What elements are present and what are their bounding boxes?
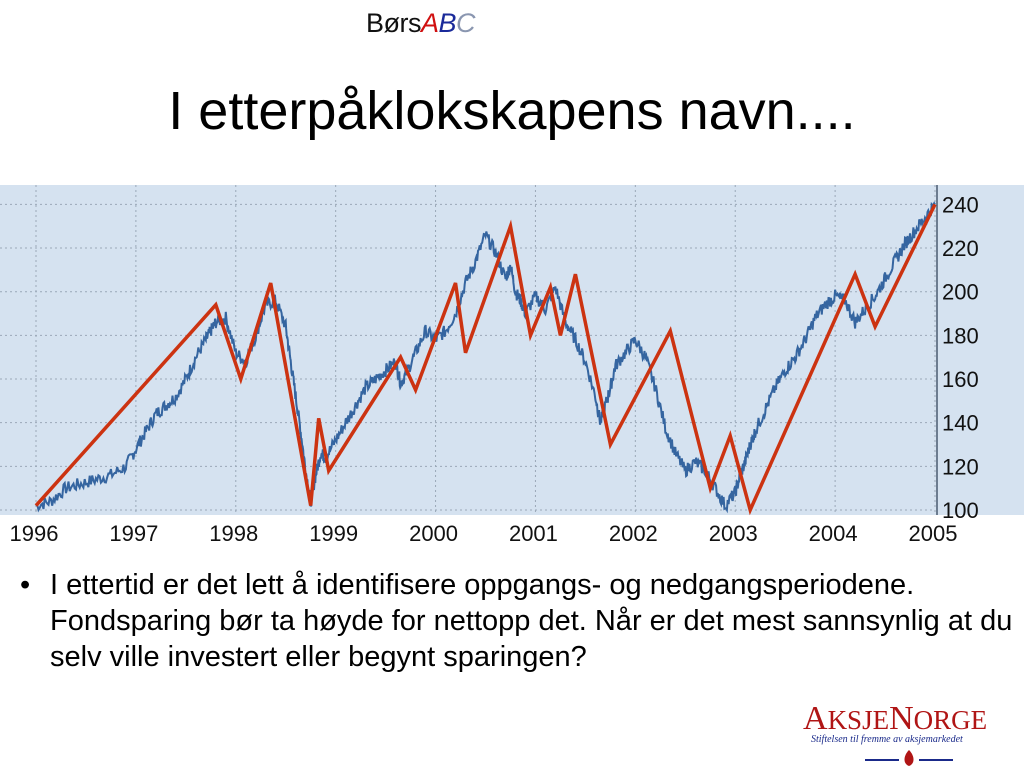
x-tick-label: 2000	[409, 521, 458, 545]
logo-part-ksje: KSJE	[827, 705, 890, 735]
bullet-dot: •	[20, 569, 31, 601]
logo-letter-a: A	[803, 700, 828, 737]
y-tick-label: 120	[942, 454, 979, 479]
trend-series	[34, 203, 937, 516]
y-tick-label: 220	[942, 236, 979, 261]
brand-letter-c: C	[456, 8, 476, 38]
y-tick-label: 160	[942, 367, 979, 392]
x-tick-label: 2002	[609, 521, 658, 545]
brand-letter-b: B	[438, 8, 457, 38]
brand-prefix: Børs	[366, 8, 422, 38]
x-tick-label: 1996	[10, 521, 59, 545]
y-tick-label: 180	[942, 323, 979, 348]
x-tick-label: 2004	[809, 521, 858, 545]
y-tick-label: 140	[942, 411, 979, 436]
logo-tagline: Stiftelsen til fremme av aksjemarkedet	[811, 734, 963, 745]
logo-wordmark: AKSJENORGE	[803, 700, 987, 738]
x-tick-label: 2001	[509, 521, 558, 545]
y-axis: 100 120 140 160 180 200 220 240	[936, 185, 979, 523]
logo-letter-n: N	[889, 700, 914, 737]
logo-part-orge: ORGE	[913, 705, 988, 735]
aksjenorge-logo: AKSJENORGE Stiftelsen til fremme av aksj…	[803, 700, 1023, 768]
x-axis: 1996 1997 1998 1999 2000 2001 2002 2003 2004 2005	[10, 521, 958, 545]
slide-title: I etterpåklokskapens navn....	[168, 81, 856, 141]
x-tick-label: 1998	[209, 521, 258, 545]
borsabc-logo: BørsABC	[366, 8, 476, 39]
x-tick-label: 2003	[709, 521, 758, 545]
y-tick-label: 240	[942, 192, 979, 217]
x-tick-label: 1999	[309, 521, 358, 545]
bullet-text: I ettertid er det lett å identifisere op…	[50, 569, 1013, 673]
brand-letter-a: A	[421, 8, 439, 38]
y-tick-label: 100	[942, 498, 979, 523]
x-tick-label: 1997	[109, 521, 158, 545]
x-tick-label: 2005	[909, 521, 958, 545]
logo-flame-icon	[865, 750, 953, 766]
trend-line	[34, 203, 937, 516]
y-tick-label: 200	[942, 280, 979, 305]
